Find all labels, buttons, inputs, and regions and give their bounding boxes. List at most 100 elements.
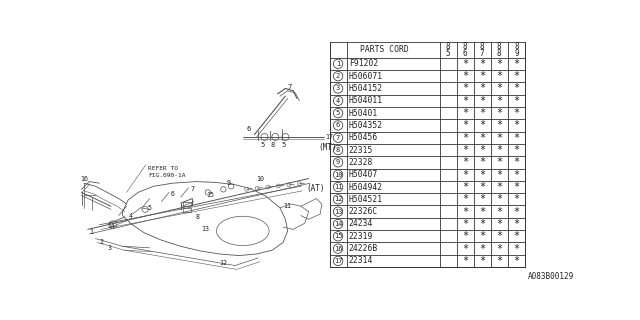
Text: *: * bbox=[496, 194, 502, 204]
Text: *: * bbox=[513, 170, 520, 180]
Text: 22326C: 22326C bbox=[349, 207, 378, 216]
Text: 4: 4 bbox=[336, 98, 340, 104]
Text: 13: 13 bbox=[334, 209, 342, 215]
Text: 16: 16 bbox=[334, 246, 342, 252]
Text: 12: 12 bbox=[220, 260, 227, 266]
Text: H504152: H504152 bbox=[349, 84, 383, 93]
Text: 8: 8 bbox=[446, 42, 451, 51]
Text: *: * bbox=[496, 96, 502, 106]
Text: *: * bbox=[496, 108, 502, 118]
Text: H504011: H504011 bbox=[349, 96, 383, 105]
Text: (AT): (AT) bbox=[307, 184, 325, 193]
Text: 6: 6 bbox=[171, 191, 175, 197]
Text: 11: 11 bbox=[334, 184, 342, 190]
Text: *: * bbox=[479, 244, 485, 254]
Text: *: * bbox=[496, 84, 502, 93]
Text: *: * bbox=[479, 133, 485, 143]
Text: *: * bbox=[513, 157, 520, 167]
Text: A083B00129: A083B00129 bbox=[528, 272, 575, 281]
Text: 8: 8 bbox=[497, 42, 502, 51]
Text: 4: 4 bbox=[129, 212, 132, 219]
Text: 8: 8 bbox=[271, 142, 275, 148]
Text: *: * bbox=[479, 231, 485, 241]
Text: *: * bbox=[496, 157, 502, 167]
Text: 5: 5 bbox=[446, 49, 451, 58]
Text: 9: 9 bbox=[227, 180, 231, 186]
Text: *: * bbox=[462, 207, 468, 217]
Text: 13: 13 bbox=[202, 226, 209, 232]
Text: 17: 17 bbox=[326, 134, 333, 140]
Text: 22314: 22314 bbox=[349, 256, 373, 265]
Text: 8: 8 bbox=[497, 49, 502, 58]
Text: 14: 14 bbox=[334, 221, 342, 227]
Text: 8: 8 bbox=[480, 42, 484, 51]
Text: *: * bbox=[462, 256, 468, 266]
Text: 3: 3 bbox=[336, 85, 340, 92]
Text: *: * bbox=[496, 170, 502, 180]
Text: *: * bbox=[513, 219, 520, 229]
Text: *: * bbox=[513, 182, 520, 192]
Text: *: * bbox=[462, 108, 468, 118]
Text: *: * bbox=[479, 170, 485, 180]
Text: 5: 5 bbox=[282, 142, 286, 148]
Text: 9: 9 bbox=[336, 159, 340, 165]
Text: 14: 14 bbox=[107, 223, 115, 229]
Text: 16: 16 bbox=[80, 176, 88, 181]
Text: *: * bbox=[479, 84, 485, 93]
Text: *: * bbox=[513, 96, 520, 106]
Text: *: * bbox=[462, 182, 468, 192]
Text: 1: 1 bbox=[336, 61, 340, 67]
Bar bbox=[183, 208, 191, 212]
Text: H50407: H50407 bbox=[349, 170, 378, 179]
Text: H504942: H504942 bbox=[349, 182, 383, 191]
Text: *: * bbox=[513, 145, 520, 155]
Text: *: * bbox=[496, 231, 502, 241]
Text: 6: 6 bbox=[247, 126, 251, 132]
Text: 17: 17 bbox=[334, 258, 342, 264]
Text: PARTS CORD: PARTS CORD bbox=[360, 45, 409, 54]
Text: 22319: 22319 bbox=[349, 232, 373, 241]
Text: *: * bbox=[513, 120, 520, 131]
Text: 7: 7 bbox=[288, 84, 292, 90]
Text: (MT): (MT) bbox=[319, 143, 337, 152]
Text: 11: 11 bbox=[284, 203, 292, 209]
Text: H504352: H504352 bbox=[349, 121, 383, 130]
Text: 7: 7 bbox=[480, 49, 484, 58]
Text: 10: 10 bbox=[256, 176, 264, 181]
Text: 22328: 22328 bbox=[349, 158, 373, 167]
Text: 8: 8 bbox=[196, 214, 200, 220]
Text: *: * bbox=[462, 71, 468, 81]
Text: 1: 1 bbox=[90, 229, 93, 236]
Text: REFER TO
FIG.090-1A: REFER TO FIG.090-1A bbox=[148, 166, 186, 178]
Text: *: * bbox=[479, 71, 485, 81]
Text: H506071: H506071 bbox=[349, 72, 383, 81]
Text: *: * bbox=[513, 59, 520, 69]
Text: *: * bbox=[496, 244, 502, 254]
Text: *: * bbox=[496, 120, 502, 131]
Text: 24234: 24234 bbox=[349, 220, 373, 228]
Text: 5: 5 bbox=[260, 142, 264, 148]
Text: *: * bbox=[513, 84, 520, 93]
Text: *: * bbox=[479, 256, 485, 266]
Text: F91202: F91202 bbox=[349, 59, 378, 68]
Text: *: * bbox=[496, 182, 502, 192]
Bar bbox=[183, 202, 191, 206]
Text: *: * bbox=[462, 120, 468, 131]
Text: *: * bbox=[513, 256, 520, 266]
Text: 7: 7 bbox=[336, 135, 340, 141]
Text: *: * bbox=[462, 59, 468, 69]
Bar bbox=[330, 42, 525, 267]
Text: 15: 15 bbox=[334, 233, 342, 239]
Text: *: * bbox=[513, 108, 520, 118]
Text: *: * bbox=[513, 71, 520, 81]
Text: *: * bbox=[496, 133, 502, 143]
Text: *: * bbox=[479, 120, 485, 131]
Text: *: * bbox=[479, 96, 485, 106]
Text: *: * bbox=[479, 145, 485, 155]
Text: *: * bbox=[496, 71, 502, 81]
Text: *: * bbox=[513, 133, 520, 143]
Text: 24226B: 24226B bbox=[349, 244, 378, 253]
Text: 2: 2 bbox=[100, 239, 104, 245]
Text: *: * bbox=[462, 133, 468, 143]
Text: *: * bbox=[462, 194, 468, 204]
